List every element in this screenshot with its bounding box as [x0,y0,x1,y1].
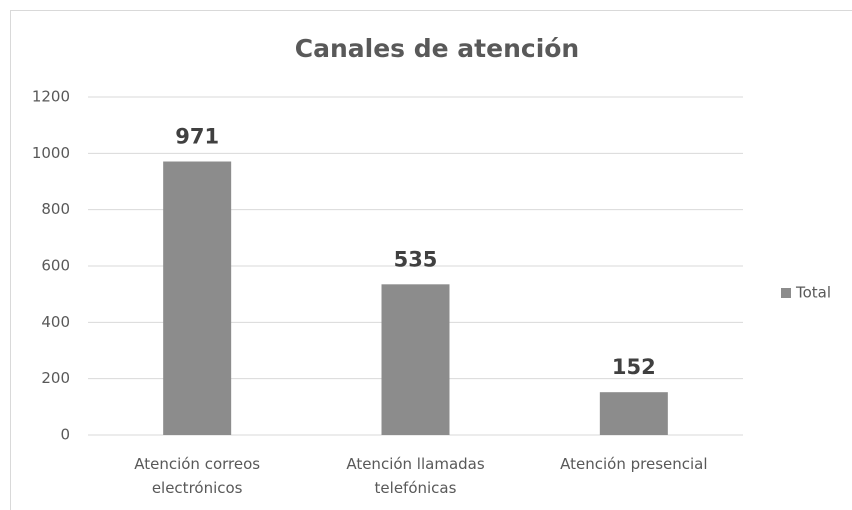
x-tick-label: Atención presencial [560,455,708,473]
y-tick-label: 200 [41,369,70,387]
y-tick-label: 600 [41,257,70,275]
data-label: 535 [394,247,438,271]
chart-title: Canales de atención [295,34,580,63]
bar [381,284,450,435]
y-tick-label: 400 [41,313,70,331]
x-tick-label: Atención correos electrónicos [134,455,261,497]
y-tick-label: 800 [41,200,70,218]
y-tick-label: 0 [60,426,70,444]
legend-swatch [781,288,791,298]
y-tick-label: 1200 [32,88,70,106]
chart-border [10,10,852,510]
bar [599,392,668,435]
data-label: 152 [612,355,656,379]
data-label: 971 [175,125,219,149]
legend-label: Total [795,284,831,302]
y-tick-label: 1000 [32,144,70,162]
x-tick-label: Atención llamadas telefónicas [346,455,485,497]
bar [163,161,232,436]
